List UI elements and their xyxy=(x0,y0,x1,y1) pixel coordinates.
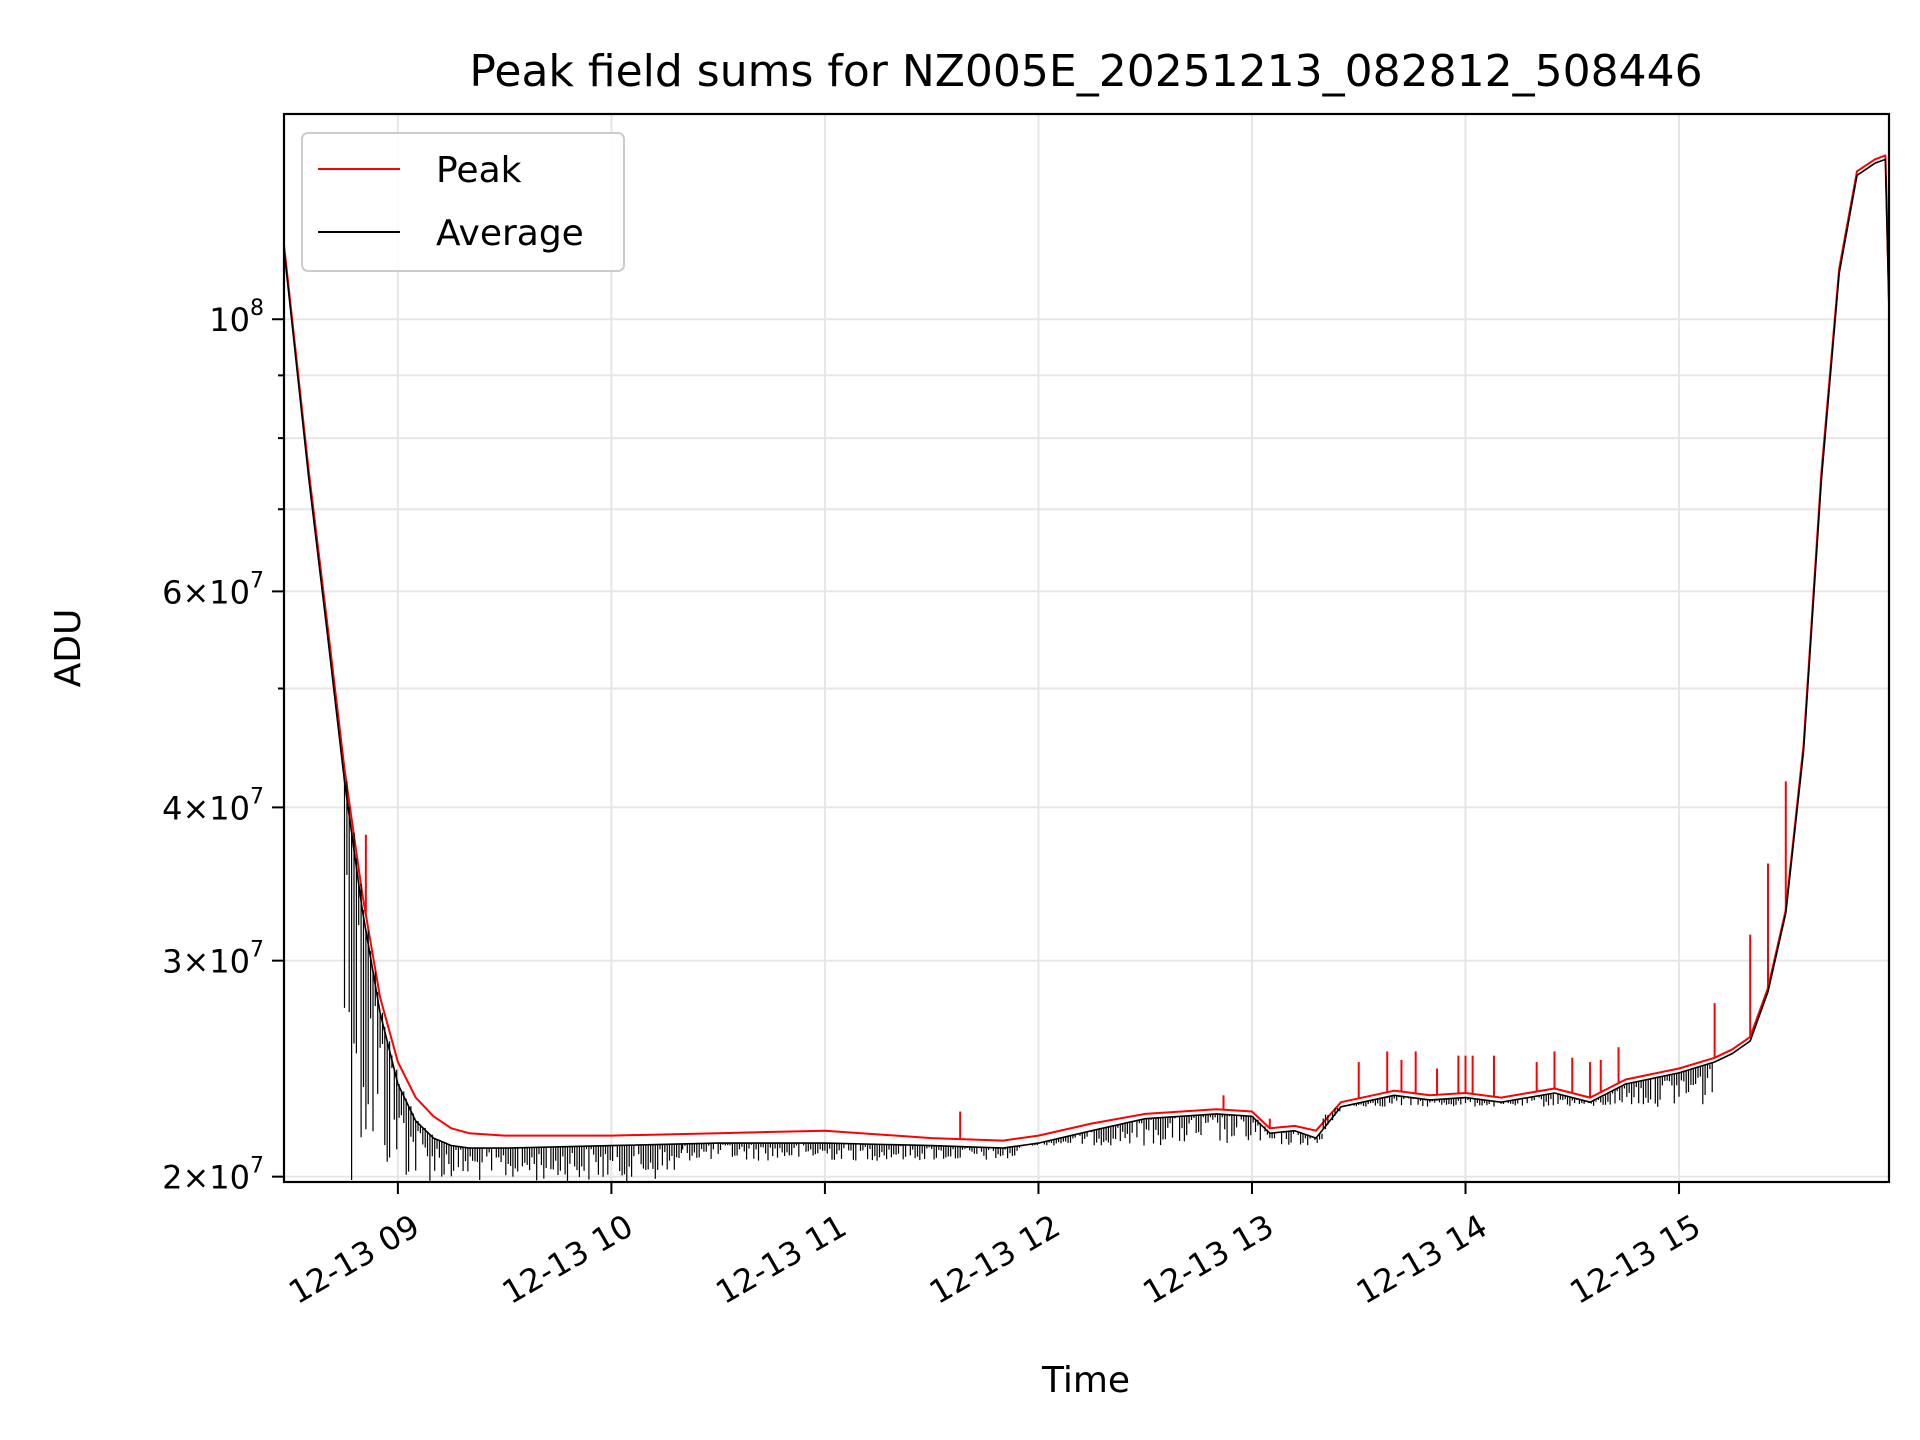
y-tick-label: 2×107 xyxy=(162,1154,264,1197)
chart-title: Peak field sums for NZ005E_20251213_0828… xyxy=(469,46,1702,97)
y-axis-label: ADU xyxy=(48,609,89,688)
y-tick-label: 108 xyxy=(209,296,264,339)
grid-lines xyxy=(284,114,1889,1182)
y-tick-label: 4×107 xyxy=(162,784,264,827)
y-tick-label: 3×107 xyxy=(162,938,264,981)
x-axis-label: Time xyxy=(1041,1360,1130,1401)
legend-peak-label: Peak xyxy=(436,150,522,191)
series-average xyxy=(283,158,1890,1182)
legend-average-label: Average xyxy=(436,213,584,254)
legend: Peak Average xyxy=(301,132,625,272)
y-tick-label: 6×107 xyxy=(162,568,264,611)
plot-frame xyxy=(282,112,1891,1184)
series-layer xyxy=(283,154,1890,1182)
legend-box xyxy=(301,132,625,272)
